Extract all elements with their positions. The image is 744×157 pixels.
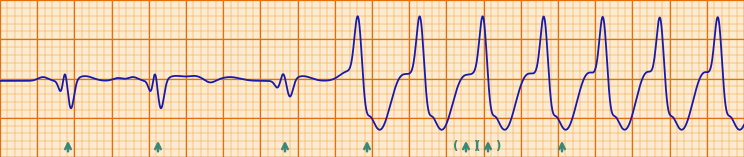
Text: (: (	[453, 140, 459, 153]
Text: ): )	[496, 140, 501, 153]
Text: ): )	[473, 140, 478, 153]
Text: (: (	[475, 140, 481, 153]
